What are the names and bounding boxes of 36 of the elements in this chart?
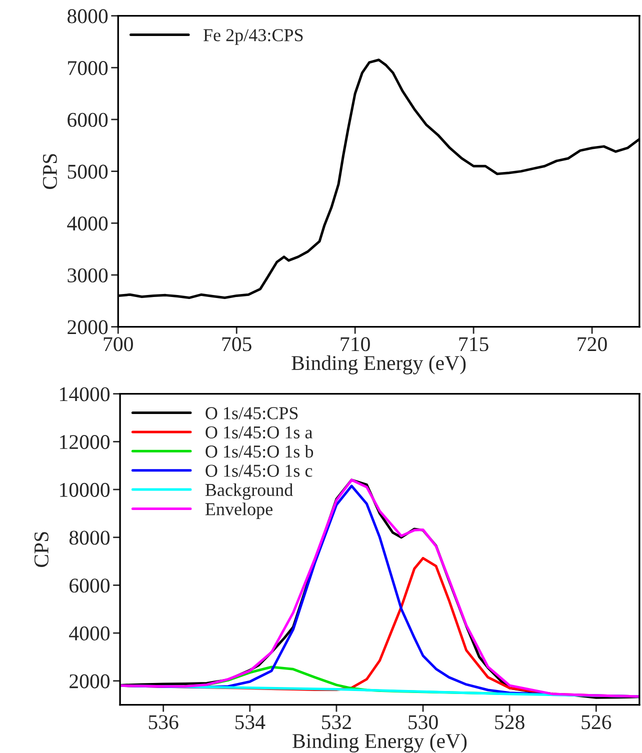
legend-label: Fe 2p/43:CPS [204, 29, 303, 45]
y-tick-label: 12000 [60, 435, 110, 450]
x-tick-label: 705 [222, 337, 252, 352]
x-tick-label: 715 [459, 337, 488, 352]
x-tick-label: 534 [235, 715, 266, 730]
y-tick-label: 7000 [68, 61, 108, 76]
x-tick-label: 530 [408, 715, 438, 730]
y-tick-label: 4000 [69, 626, 110, 640]
legend-label: O 1s/45:O 1s a [206, 426, 312, 439]
legend-label: O 1s/45:CPS [206, 407, 298, 420]
x-tick-label: 700 [104, 337, 133, 352]
x-axis-title: Binding Energy (eV) [292, 733, 467, 752]
y-tick-label: 8000 [68, 9, 108, 24]
y-tick-label: 5000 [68, 164, 108, 179]
x-axis-title: Binding Energy (eV) [292, 355, 466, 374]
x-tick-label: 528 [495, 715, 524, 730]
y-tick-label: 6000 [68, 112, 108, 127]
x-tick-label: 710 [340, 337, 370, 352]
y-tick-label: 14000 [60, 387, 110, 402]
y-tick-label: 4000 [67, 216, 108, 231]
legend-label: Background [205, 483, 293, 500]
y-axis-title: CPS [34, 532, 48, 567]
x-tick-label: 720 [578, 337, 607, 352]
y-tick-label: 10000 [60, 482, 110, 497]
y-axis-title: CPS [42, 154, 57, 189]
y-tick-label: 2000 [70, 674, 110, 688]
x-tick-label: 536 [148, 715, 178, 730]
legend-label: O 1s/45:O 1s c [206, 464, 312, 477]
x-tick-label: 532 [322, 715, 351, 730]
y-tick-label: 8000 [69, 530, 110, 545]
legend-label: Envelope [205, 502, 272, 519]
y-tick-label: 3000 [68, 268, 108, 282]
legend-label: O 1s/45:O 1s b [206, 444, 314, 458]
y-tick-label: 6000 [70, 578, 110, 593]
x-tick-label: 526 [582, 715, 612, 730]
y-tick-label: 2000 [68, 320, 108, 334]
